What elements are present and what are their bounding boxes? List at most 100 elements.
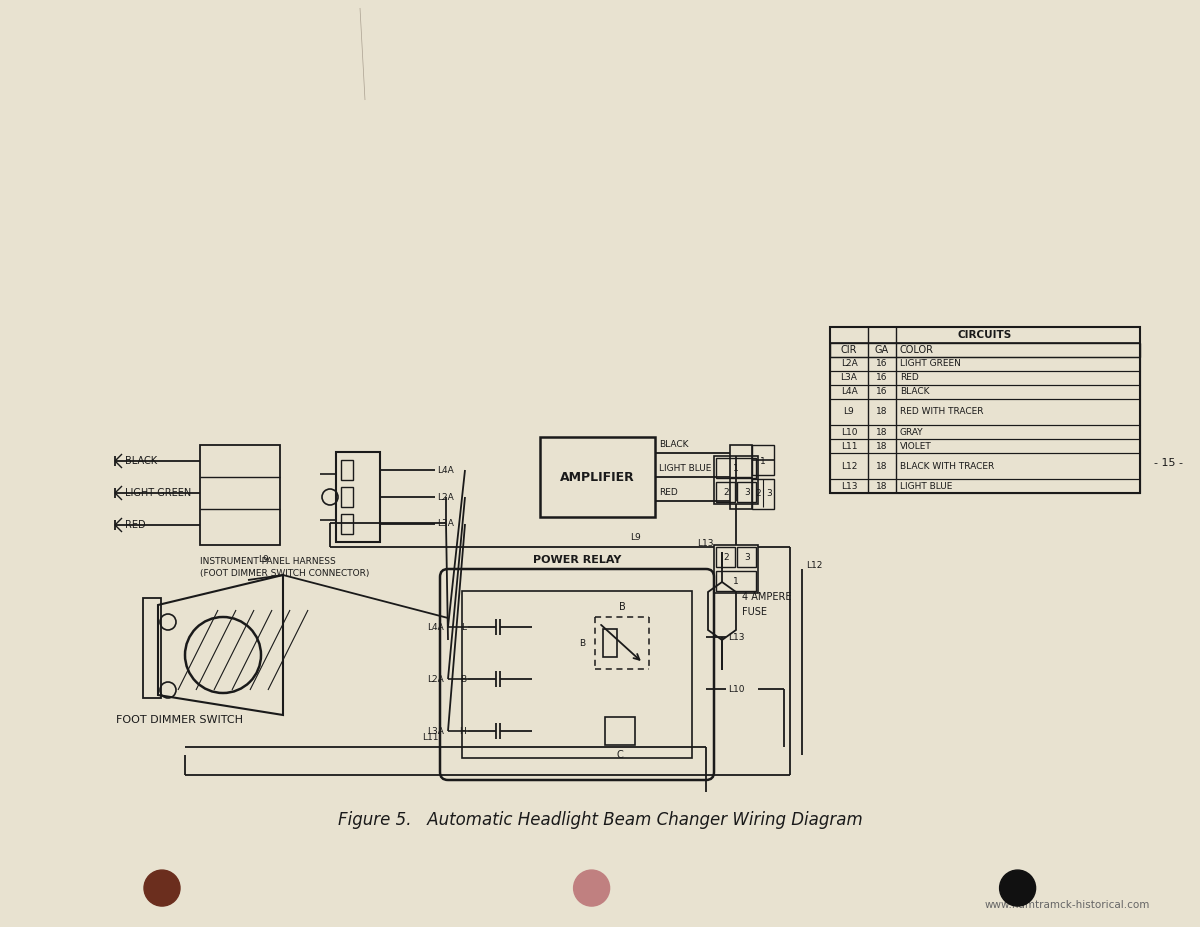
Text: 18: 18 — [876, 462, 888, 471]
Circle shape — [574, 870, 610, 906]
Bar — [830, 327, 1140, 493]
Circle shape — [144, 870, 180, 906]
Bar — [341, 460, 353, 480]
Text: BLACK: BLACK — [125, 456, 157, 466]
Text: B: B — [460, 675, 466, 683]
Text: www.hamtramck-historical.com: www.hamtramck-historical.com — [985, 900, 1150, 910]
Text: 16: 16 — [876, 360, 888, 369]
Text: L10: L10 — [841, 427, 857, 437]
Text: L4A: L4A — [427, 623, 444, 631]
Bar — [341, 514, 353, 534]
Text: H: H — [460, 727, 466, 735]
Text: POWER RELAY: POWER RELAY — [533, 555, 622, 565]
Text: 18: 18 — [876, 481, 888, 490]
Bar — [730, 445, 752, 509]
Bar — [462, 591, 692, 758]
Text: 18: 18 — [876, 408, 888, 416]
Bar — [200, 445, 280, 545]
Text: 1: 1 — [733, 577, 739, 586]
Bar — [830, 479, 1140, 493]
Text: L10: L10 — [728, 684, 744, 693]
Text: RED WITH TRACER: RED WITH TRACER — [900, 408, 984, 416]
Text: AMPLIFIER: AMPLIFIER — [560, 471, 635, 484]
Text: GRAY: GRAY — [900, 427, 924, 437]
Text: L4A: L4A — [841, 387, 857, 397]
Text: BLACK WITH TRACER: BLACK WITH TRACER — [900, 462, 995, 471]
Text: L9: L9 — [630, 533, 641, 542]
Bar — [737, 482, 756, 502]
Bar — [830, 425, 1140, 439]
Text: LIGHT GREEN: LIGHT GREEN — [125, 488, 191, 498]
Bar — [341, 487, 353, 507]
Text: L11: L11 — [841, 441, 857, 451]
Bar — [830, 385, 1140, 399]
Text: L9: L9 — [844, 408, 854, 416]
Text: 2: 2 — [724, 552, 728, 562]
Text: L3A: L3A — [427, 727, 444, 735]
Bar — [830, 399, 1140, 425]
Text: FUSE: FUSE — [742, 607, 767, 617]
Text: L13: L13 — [841, 481, 857, 490]
Bar — [830, 453, 1140, 479]
Text: 1: 1 — [733, 464, 739, 473]
Text: 1: 1 — [760, 456, 766, 465]
Text: L3A: L3A — [840, 374, 858, 383]
Text: (FOOT DIMMER SWITCH CONNECTOR): (FOOT DIMMER SWITCH CONNECTOR) — [200, 569, 370, 578]
Text: FOOT DIMMER SWITCH: FOOT DIMMER SWITCH — [116, 715, 242, 725]
Text: L11: L11 — [421, 733, 438, 742]
Bar — [540, 437, 655, 517]
Text: 18: 18 — [876, 427, 888, 437]
Bar — [716, 571, 756, 591]
Text: BLACK: BLACK — [659, 440, 689, 449]
Text: 2: 2 — [724, 488, 728, 497]
Text: 18: 18 — [876, 441, 888, 451]
Text: 3: 3 — [744, 552, 750, 562]
Text: GA: GA — [875, 345, 889, 355]
Bar — [716, 458, 756, 478]
Text: 16: 16 — [876, 387, 888, 397]
Bar — [714, 456, 758, 504]
Text: L4A: L4A — [437, 465, 454, 475]
Text: 4 AMPERE: 4 AMPERE — [742, 592, 792, 602]
Text: L13: L13 — [728, 632, 744, 641]
Text: RED: RED — [125, 520, 145, 530]
Bar — [143, 598, 161, 698]
Bar — [830, 371, 1140, 385]
Text: - 15 -: - 15 - — [1153, 458, 1182, 468]
Bar — [737, 547, 756, 567]
Text: LIGHT BLUE: LIGHT BLUE — [900, 481, 953, 490]
Text: 2: 2 — [755, 489, 761, 498]
Text: CIR: CIR — [841, 345, 857, 355]
Circle shape — [1000, 870, 1036, 906]
Text: L9: L9 — [258, 555, 269, 565]
Bar — [336, 452, 380, 542]
Bar — [604, 629, 617, 657]
Text: LIGHT BLUE: LIGHT BLUE — [659, 464, 712, 473]
Text: L13: L13 — [697, 540, 714, 549]
Bar — [714, 545, 758, 593]
Bar — [752, 479, 774, 509]
Text: 3: 3 — [766, 489, 772, 498]
Bar — [716, 547, 734, 567]
Text: B: B — [619, 602, 625, 612]
Text: INSTRUMENT PANEL HARNESS: INSTRUMENT PANEL HARNESS — [200, 557, 336, 566]
Text: CIRCUITS: CIRCUITS — [958, 330, 1012, 340]
Text: VIOLET: VIOLET — [900, 441, 931, 451]
Bar — [752, 445, 774, 475]
Text: L2A: L2A — [841, 360, 857, 369]
Bar — [830, 327, 1140, 343]
Bar — [605, 717, 635, 745]
Text: Figure 5.   Automatic Headlight Beam Changer Wiring Diagram: Figure 5. Automatic Headlight Beam Chang… — [337, 811, 863, 829]
Text: LIGHT GREEN: LIGHT GREEN — [900, 360, 961, 369]
Text: L12: L12 — [841, 462, 857, 471]
Bar — [830, 343, 1140, 357]
Text: B: B — [578, 639, 586, 647]
Text: RED: RED — [659, 488, 678, 497]
Text: L2A: L2A — [427, 675, 444, 683]
Text: RED: RED — [900, 374, 919, 383]
Text: 16: 16 — [876, 374, 888, 383]
Text: L3A: L3A — [437, 519, 454, 528]
Text: BLACK: BLACK — [900, 387, 930, 397]
Bar — [830, 439, 1140, 453]
Text: COLOR: COLOR — [900, 345, 934, 355]
